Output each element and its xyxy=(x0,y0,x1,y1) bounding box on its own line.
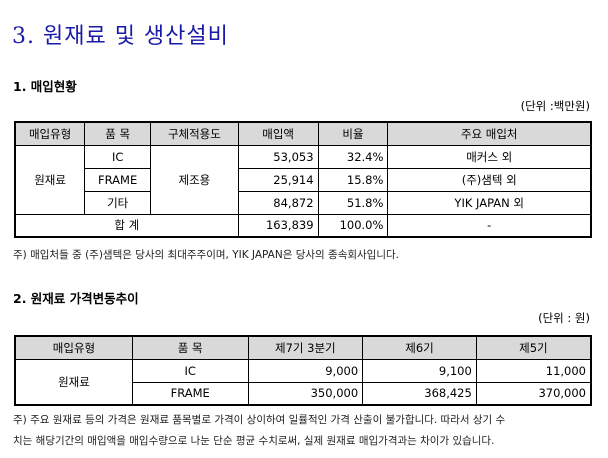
table-header-row: 매입유형 품 목 구체적용도 매입액 비율 주요 매입처 xyxy=(14,121,592,146)
section2-note-line2: 치는 해당기간의 매입액을 매입수량으로 나눈 단순 평균 수치로써, 실제 원… xyxy=(13,435,495,447)
col-header: 비율 xyxy=(317,121,389,146)
table-row: 기타 84,872 51.8% YIK JAPAN 외 xyxy=(15,190,592,215)
col-header: 제7기 3분기 xyxy=(247,335,364,360)
page-title: 3. 원재료 및 생산설비 xyxy=(12,24,229,49)
section2-note-line1: 주) 주요 원재료 등의 가격은 원재료 품목별로 가격이 상이하여 일률적인 … xyxy=(13,414,506,426)
usage-cell: 제조용 xyxy=(150,144,239,215)
vendor-cell: 매커스 외 xyxy=(387,144,592,169)
item-cell: FRAME xyxy=(131,381,249,406)
table-row: 원재료 IC 제조용 53,053 32.4% 매커스 외 xyxy=(14,144,592,215)
total-vendor: - xyxy=(387,213,592,238)
section1-note: 주) 매입처들 중 (주)샘텍은 당사의 최대주주이며, YIK JAPAN은 … xyxy=(13,249,399,261)
vendor-cell: (주)샘텍 외 xyxy=(387,167,592,192)
item-cell: IC xyxy=(131,358,249,383)
amount-cell: 53,053 xyxy=(237,144,319,169)
section2-heading: 2. 원재료 가격변동추이 xyxy=(13,291,139,306)
price-cell: 9,000 xyxy=(247,358,364,383)
amount-cell: 84,872 xyxy=(237,190,319,215)
total-label: 합 계 xyxy=(14,213,239,238)
price-cell: 11,000 xyxy=(475,358,592,383)
table-header-row: 매입유형 품 목 제7기 3분기 제6기 제5기 xyxy=(14,335,592,360)
table-row: 원재료 IC 9,000 9,100 11,000 xyxy=(14,358,592,406)
col-header: 주요 매입처 xyxy=(387,121,592,146)
ratio-cell: 51.8% xyxy=(317,190,389,215)
col-header: 구체적용도 xyxy=(150,121,239,146)
ratio-cell: 15.8% xyxy=(317,167,389,192)
col-header: 품 목 xyxy=(84,121,152,146)
total-row: 합 계 163,839 100.0% - xyxy=(14,213,592,238)
price-cell: 9,100 xyxy=(362,358,477,383)
item-cell: 기타 xyxy=(84,190,152,215)
amount-cell: 25,914 xyxy=(237,167,319,192)
col-header: 매입유형 xyxy=(14,121,86,146)
ratio-cell: 32.4% xyxy=(317,144,389,169)
col-header: 제6기 xyxy=(362,335,477,360)
purchase-type-cell: 원재료 xyxy=(14,358,133,406)
section2-unit: (단위 : 원) xyxy=(538,311,590,325)
item-cell: IC xyxy=(84,144,152,169)
price-cell: 370,000 xyxy=(475,381,592,406)
item-cell: FRAME xyxy=(84,167,152,192)
purchase-table: 매입유형 품 목 구체적용도 매입액 비율 주요 매입처 원재료 IC 제조용 … xyxy=(14,121,592,238)
price-cell: 350,000 xyxy=(247,381,364,406)
table-row: FRAME 25,914 15.8% (주)샘텍 외 xyxy=(15,167,592,192)
price-trend-table: 매입유형 품 목 제7기 3분기 제6기 제5기 원재료 IC 9,000 9,… xyxy=(14,335,592,406)
vendor-cell: YIK JAPAN 외 xyxy=(387,190,592,215)
section1-unit: (단위 :백만원) xyxy=(520,99,590,113)
price-cell: 368,425 xyxy=(362,381,477,406)
col-header: 매입액 xyxy=(237,121,319,146)
col-header: 제5기 xyxy=(475,335,592,360)
total-amount: 163,839 xyxy=(237,213,319,238)
section1-heading: 1. 매입현황 xyxy=(13,79,77,94)
col-header: 품 목 xyxy=(131,335,249,360)
table-row: FRAME 350,000 368,425 370,000 xyxy=(15,381,592,406)
col-header: 매입유형 xyxy=(14,335,133,360)
total-ratio: 100.0% xyxy=(317,213,389,238)
purchase-type-cell: 원재료 xyxy=(14,144,86,215)
